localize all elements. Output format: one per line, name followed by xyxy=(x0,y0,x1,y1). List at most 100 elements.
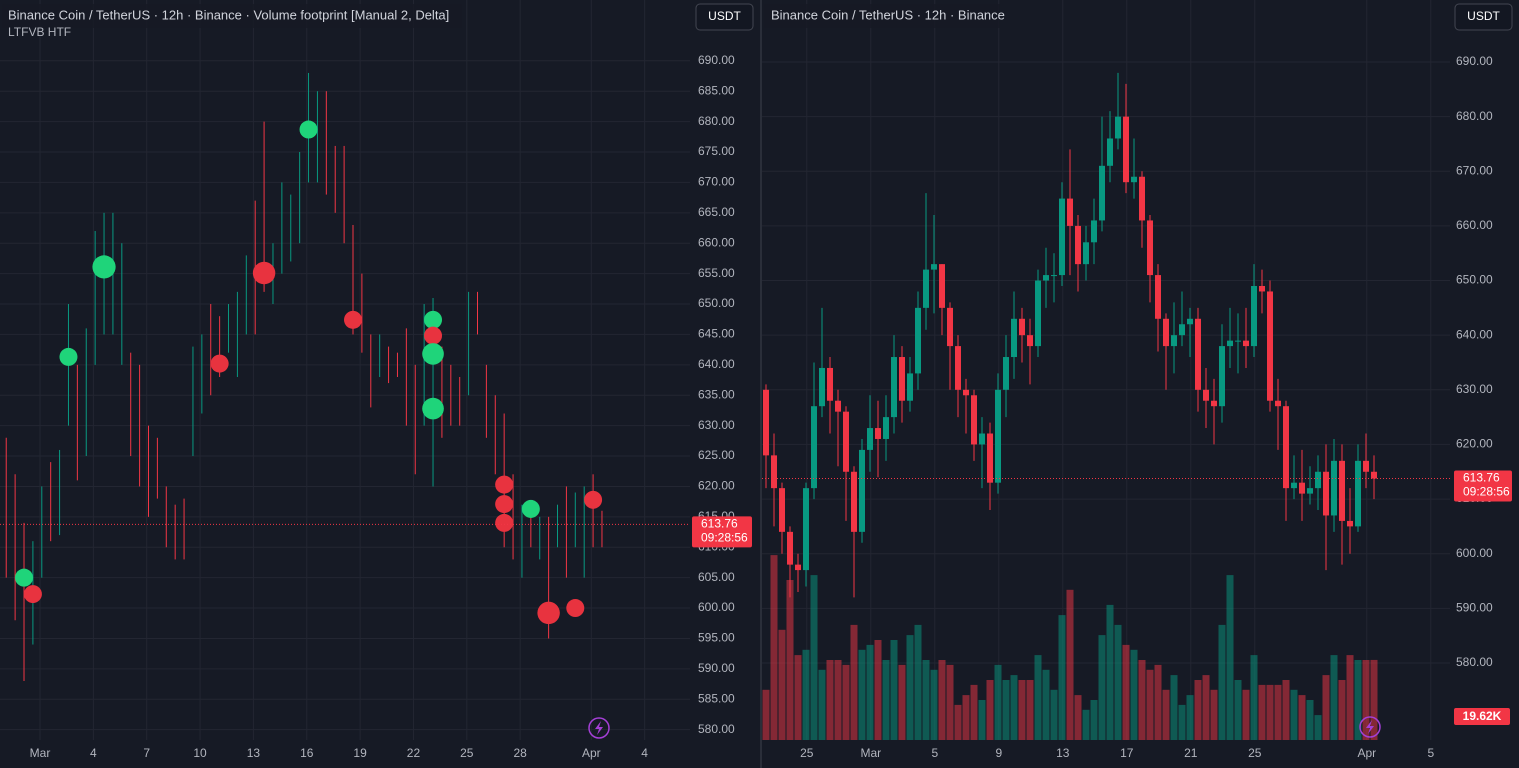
volume-bar xyxy=(994,664,1002,740)
candle-body xyxy=(1315,471,1321,489)
volume-bar xyxy=(938,660,946,740)
candle-body xyxy=(1243,340,1249,347)
lightning-icon xyxy=(1359,716,1381,738)
volume-bar xyxy=(1250,655,1258,740)
candle-body xyxy=(1179,324,1185,336)
x-tick-label: 19 xyxy=(353,746,367,760)
y-tick-label: 580.00 xyxy=(698,722,735,736)
x-tick-label: 7 xyxy=(143,746,150,760)
x-tick-label: 10 xyxy=(193,746,207,760)
candle-body xyxy=(1275,400,1281,407)
y-tick-label: 675.00 xyxy=(698,144,735,158)
volume-bar xyxy=(850,624,858,740)
volume-bar xyxy=(1082,709,1090,740)
y-tick-label: 660.00 xyxy=(1456,218,1493,232)
candle-body xyxy=(955,346,961,390)
candle-body xyxy=(787,531,793,565)
volume-bar xyxy=(1298,695,1306,740)
candle-body xyxy=(1115,116,1121,139)
x-tick-label: Mar xyxy=(860,746,881,760)
delta-bubble xyxy=(422,343,444,365)
candle-body xyxy=(1259,286,1265,292)
y-tick-label: 620.00 xyxy=(698,479,735,493)
currency-button-box xyxy=(695,3,754,31)
delta-bubble xyxy=(59,347,78,366)
volume-bar xyxy=(954,704,962,740)
candle-body xyxy=(1147,220,1153,276)
volume-bar xyxy=(1322,675,1330,740)
candle-body xyxy=(891,357,897,418)
volume-bar xyxy=(898,664,906,740)
delta-bubble xyxy=(521,499,540,518)
lightning-icon xyxy=(588,717,610,739)
y-tick-label: 660.00 xyxy=(698,235,735,249)
volume-bar xyxy=(826,660,834,740)
delta-bubble xyxy=(495,495,514,514)
candle-body xyxy=(1203,389,1209,401)
volume-bar xyxy=(1354,660,1362,740)
volume-bar xyxy=(1114,624,1122,740)
volume-bar xyxy=(1266,684,1274,740)
candle-body xyxy=(1131,176,1137,183)
candle-body xyxy=(1163,318,1169,347)
x-tick-label: Apr xyxy=(1357,746,1376,760)
candle-body xyxy=(1003,357,1009,390)
y-tick-label: 625.00 xyxy=(698,448,735,462)
candle-body xyxy=(811,406,817,489)
x-tick-label: 25 xyxy=(460,746,474,760)
candle-body xyxy=(883,417,889,439)
price-tag xyxy=(692,516,752,548)
volume-bar xyxy=(1194,680,1202,740)
candle-body xyxy=(843,411,849,472)
y-tick-label: 640.00 xyxy=(1456,327,1493,341)
pane-divider xyxy=(760,0,762,768)
volume-bar xyxy=(978,700,986,740)
currency-button[interactable]: USDT xyxy=(695,3,754,31)
volume-bar xyxy=(1186,695,1194,740)
candle-body xyxy=(1347,520,1353,527)
candle-body xyxy=(931,264,937,270)
delta-bubble xyxy=(537,601,560,625)
candle-body xyxy=(835,400,841,412)
volume-bar xyxy=(1026,680,1034,740)
volume-bar xyxy=(882,660,890,740)
y-tick-label: 595.00 xyxy=(698,631,735,645)
volume-bar xyxy=(1122,644,1130,740)
y-tick-label: 630.00 xyxy=(1456,382,1493,396)
volume-bar xyxy=(786,580,794,740)
delta-bubble xyxy=(92,255,116,279)
chart-title: Binance Coin / TetherUS · 12h · Binance xyxy=(771,7,1005,22)
candle-body xyxy=(1355,460,1361,527)
volume-bar xyxy=(810,575,818,740)
volume-bar xyxy=(914,624,922,740)
candle-body xyxy=(819,367,825,407)
volume-bar xyxy=(1130,649,1138,740)
delta-bubble xyxy=(210,354,229,373)
y-tick-label: 690.00 xyxy=(698,53,735,67)
volume-bar xyxy=(962,695,970,740)
currency-button[interactable]: USDT xyxy=(1454,3,1513,31)
volume-bar xyxy=(1154,664,1162,740)
title-backdrop xyxy=(2,4,462,28)
y-tick-label: 605.00 xyxy=(698,570,735,584)
volume-bar xyxy=(1058,615,1066,740)
x-tick-label: Apr xyxy=(582,746,601,760)
volume-bar xyxy=(778,629,786,740)
x-tick-label: Mar xyxy=(30,746,51,760)
candle-body xyxy=(1227,340,1233,347)
candle-body xyxy=(1027,335,1033,347)
candle-body xyxy=(1235,340,1241,342)
volume-tag-label: 19.62K xyxy=(1463,709,1502,723)
x-tick-label: 9 xyxy=(995,746,1002,760)
candle-body xyxy=(1067,198,1073,226)
y-tick-label: 585.00 xyxy=(698,691,735,705)
candle-body xyxy=(827,367,833,401)
candle-body xyxy=(1299,482,1305,494)
y-tick-label: 670.00 xyxy=(698,175,735,189)
volume-bar xyxy=(1202,675,1210,740)
candle-body xyxy=(1155,275,1161,319)
y-tick-label: 680.00 xyxy=(698,114,735,128)
volume-bar xyxy=(1338,680,1346,740)
candle-body xyxy=(1219,346,1225,407)
